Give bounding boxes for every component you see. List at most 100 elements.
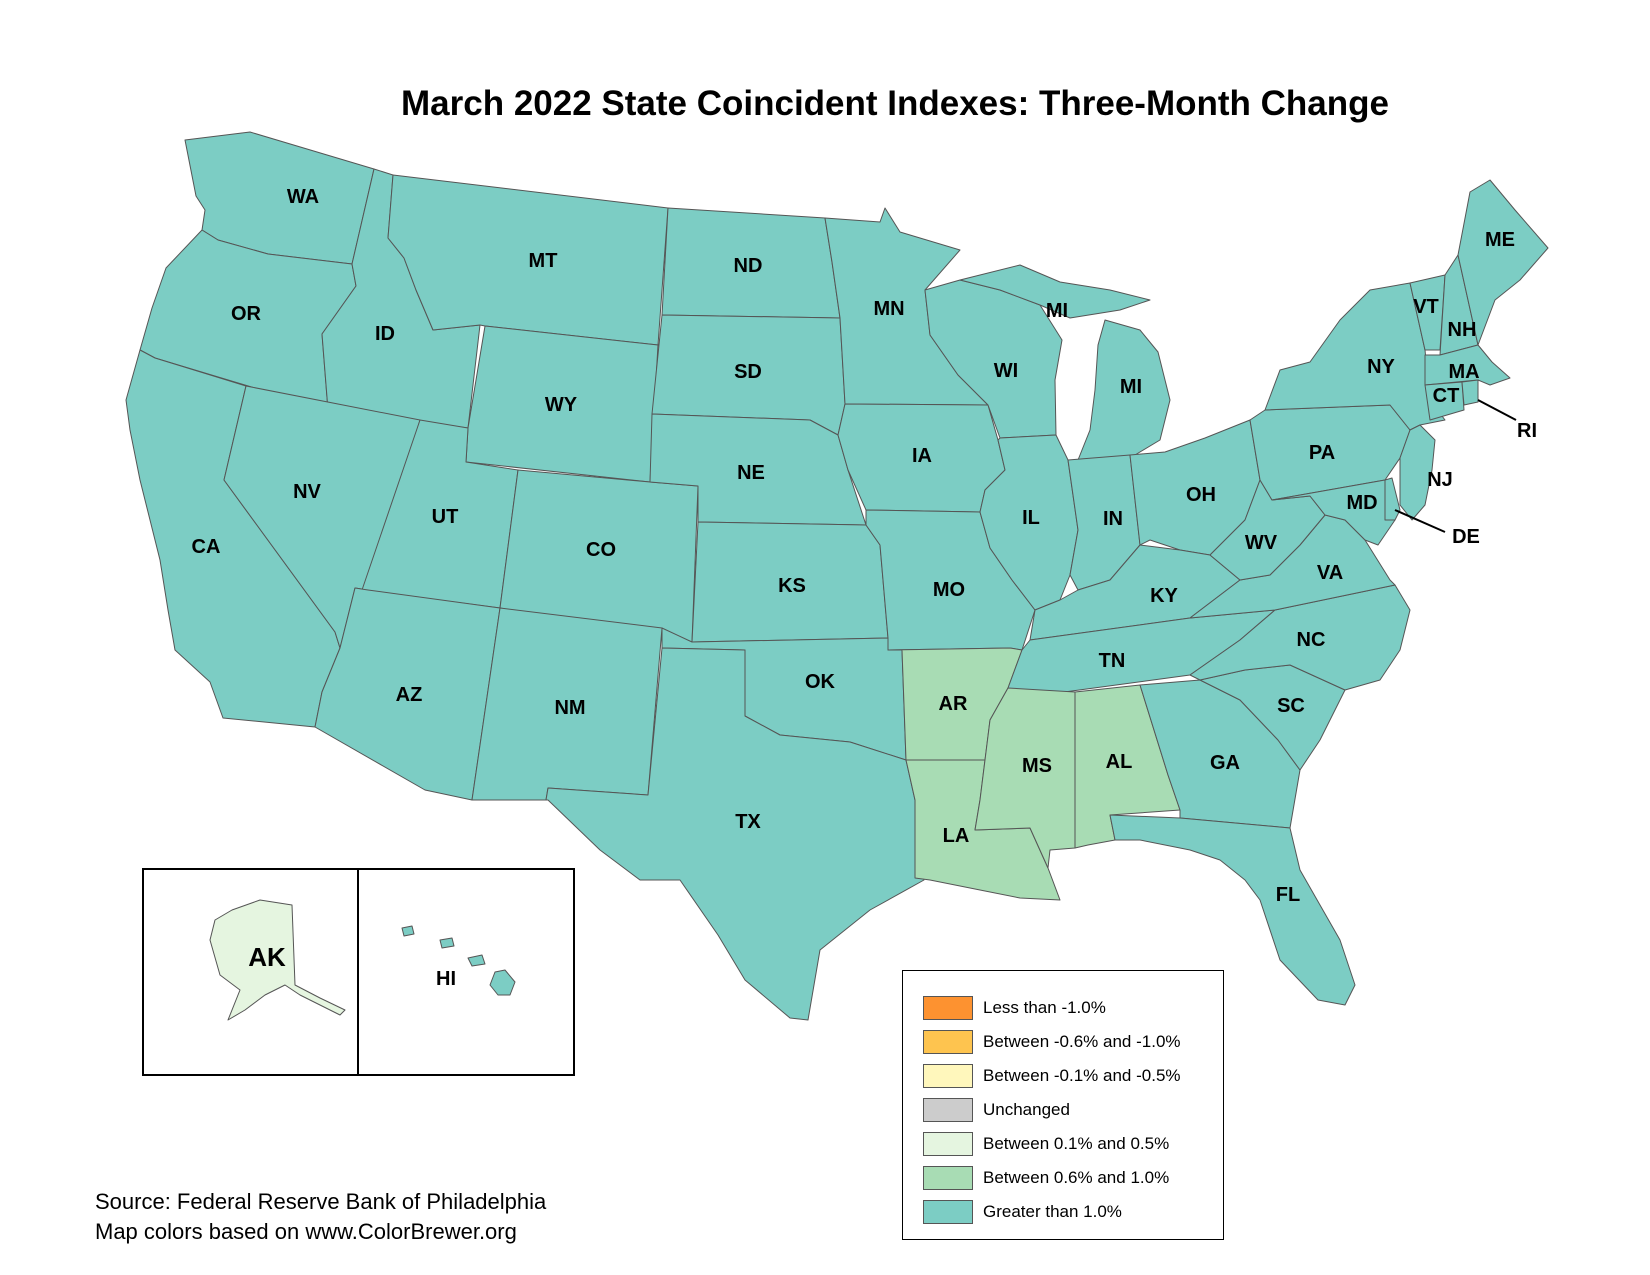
label-mn: MN	[873, 298, 904, 320]
legend-swatch	[923, 1166, 973, 1190]
legend-swatch	[923, 1200, 973, 1224]
label-ca: CA	[192, 536, 221, 558]
legend-label: Between 0.1% and 0.5%	[983, 1134, 1170, 1153]
state-ak[interactable]	[209, 899, 346, 1021]
label-fl: FL	[1276, 884, 1300, 906]
alaska-inset-map	[209, 899, 346, 1021]
de-leader-line	[1394, 509, 1446, 533]
hawaii-inset-frame	[357, 868, 575, 1076]
label-mi-lp: MI	[1120, 376, 1142, 398]
legend-item: Between -0.1% and -0.5%	[923, 1063, 1181, 1089]
legend-item: Between -0.6% and -1.0%	[923, 1029, 1181, 1055]
legend-label: Between -0.6% and -1.0%	[983, 1032, 1181, 1051]
label-az: AZ	[396, 684, 423, 706]
hawaii-inset-map	[401, 925, 516, 996]
state-nc[interactable]	[1189, 584, 1411, 691]
label-ms: MS	[1022, 755, 1052, 777]
label-or: OR	[231, 303, 262, 325]
label-ga: GA	[1210, 752, 1240, 774]
label-wi: WI	[994, 360, 1018, 382]
label-nc: NC	[1297, 629, 1326, 651]
label-oh: OH	[1186, 484, 1216, 506]
label-me: ME	[1485, 229, 1515, 251]
label-hi: HI	[436, 968, 456, 990]
label-in: IN	[1103, 508, 1123, 530]
label-ny: NY	[1367, 356, 1395, 378]
label-mt: MT	[529, 250, 558, 272]
label-mo: MO	[933, 579, 965, 601]
state-mt[interactable]	[387, 174, 669, 346]
legend-item: Unchanged	[923, 1097, 1070, 1123]
legend-item: Greater than 1.0%	[923, 1199, 1122, 1225]
label-co: CO	[586, 539, 616, 561]
label-ct: CT	[1433, 385, 1460, 407]
label-il: IL	[1022, 507, 1040, 529]
legend-label: Between -0.1% and -0.5%	[983, 1066, 1181, 1085]
source-note: Source: Federal Reserve Bank of Philadel…	[95, 1187, 546, 1247]
alaska-inset-frame	[142, 868, 359, 1076]
label-vt: VT	[1413, 296, 1439, 318]
legend-swatch	[923, 1030, 973, 1054]
label-ut: UT	[432, 506, 459, 528]
state-ct[interactable]	[1424, 381, 1465, 421]
label-nh: NH	[1448, 319, 1477, 341]
state-hi-kauai[interactable]	[401, 925, 415, 937]
state-wy[interactable]	[465, 325, 659, 483]
label-ok: OK	[805, 671, 836, 693]
label-nj: NJ	[1427, 469, 1453, 491]
legend-item: Between 0.1% and 0.5%	[923, 1131, 1169, 1157]
state-hi-oahu[interactable]	[439, 937, 455, 949]
state-tx[interactable]	[545, 647, 925, 1021]
states-layer	[125, 131, 1549, 1021]
label-al: AL	[1106, 751, 1133, 773]
state-hi-big[interactable]	[489, 969, 516, 996]
label-nv: NV	[293, 481, 321, 503]
legend-swatch	[923, 1064, 973, 1088]
state-md[interactable]	[1271, 479, 1396, 546]
legend-label: Greater than 1.0%	[983, 1202, 1122, 1221]
legend-label: Less than -1.0%	[983, 998, 1106, 1017]
legend-label: Between 0.6% and 1.0%	[983, 1168, 1170, 1187]
legend-swatch	[923, 996, 973, 1020]
source-line: Source: Federal Reserve Bank of Philadel…	[95, 1189, 547, 1214]
state-labels: WA OR CA ID NV MT WY UT AZ CO NM ND SD N…	[192, 186, 1537, 990]
label-la: LA	[943, 825, 970, 847]
label-wa: WA	[287, 186, 319, 208]
label-ia: IA	[912, 445, 932, 467]
label-nd: ND	[734, 255, 763, 277]
colorbrewer-credit: Map colors based on www.ColorBrewer.org	[95, 1219, 517, 1244]
label-ma: MA	[1448, 361, 1479, 383]
state-co[interactable]	[499, 469, 699, 643]
label-de: DE	[1452, 526, 1480, 548]
label-va: VA	[1317, 562, 1343, 584]
label-wy: WY	[545, 394, 578, 416]
label-mi-up: MI	[1046, 300, 1068, 322]
label-sc: SC	[1277, 695, 1305, 717]
label-md: MD	[1346, 492, 1377, 514]
label-nm: NM	[554, 697, 585, 719]
label-tx: TX	[735, 811, 761, 833]
state-mi-up[interactable]	[959, 264, 1151, 319]
label-ky: KY	[1150, 585, 1178, 607]
legend-label: Unchanged	[983, 1100, 1070, 1119]
label-tn: TN	[1099, 650, 1126, 672]
label-ak: AK	[248, 942, 286, 972]
state-de[interactable]	[1384, 477, 1401, 521]
state-ri[interactable]	[1461, 379, 1479, 406]
state-hi-maui[interactable]	[467, 954, 486, 967]
label-ri: RI	[1517, 420, 1537, 442]
legend-swatch	[923, 1132, 973, 1156]
label-pa: PA	[1309, 442, 1335, 464]
state-nj[interactable]	[1399, 424, 1436, 521]
legend-swatch	[923, 1098, 973, 1122]
label-ks: KS	[778, 575, 806, 597]
map-title: March 2022 State Coincident Indexes: Thr…	[401, 84, 1389, 123]
state-fl[interactable]	[1109, 814, 1356, 1006]
state-me[interactable]	[1457, 179, 1549, 346]
label-id: ID	[375, 323, 395, 345]
label-sd: SD	[734, 361, 762, 383]
legend-item: Less than -1.0%	[923, 995, 1106, 1021]
label-ar: AR	[939, 693, 968, 715]
map-legend: Less than -1.0% Between -0.6% and -1.0% …	[902, 970, 1224, 1240]
